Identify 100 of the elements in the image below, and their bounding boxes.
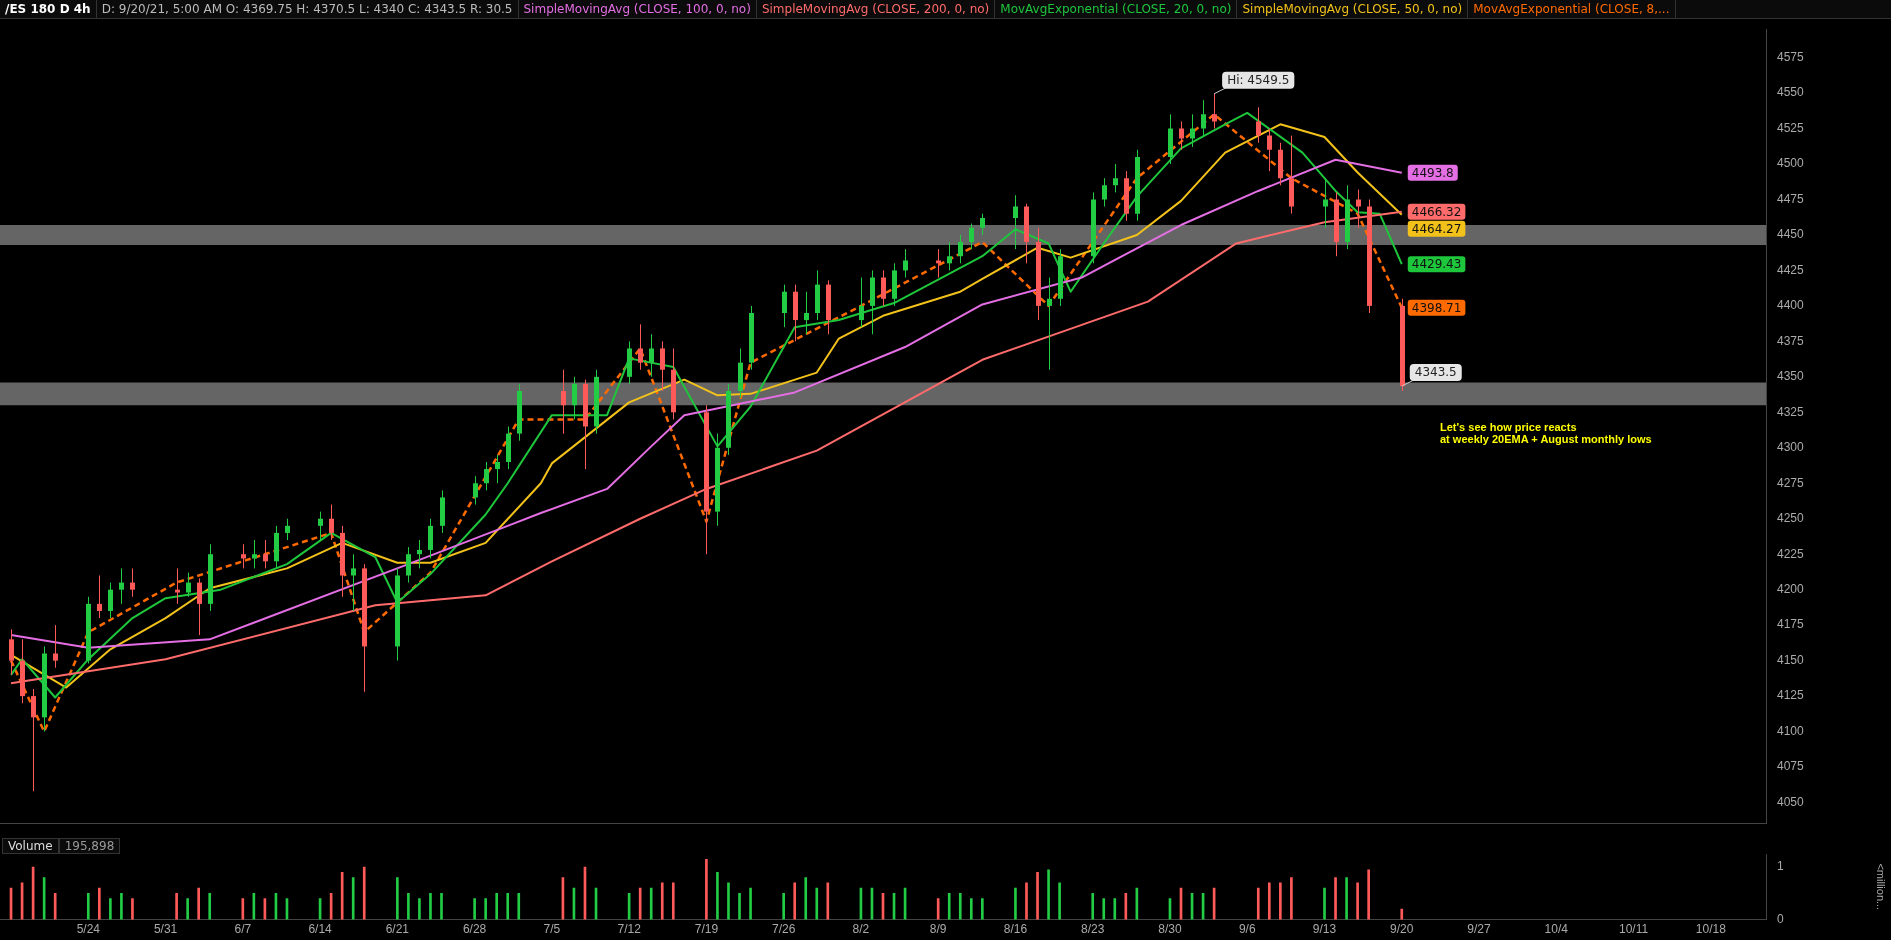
bar: [1036, 872, 1039, 920]
candlestick: [1179, 120, 1184, 151]
bar: [407, 893, 410, 920]
bar: [351, 877, 355, 920]
chart-title: /ES 180 D 4h: [0, 0, 97, 18]
y-tick-label: 1: [1777, 859, 1784, 874]
candlestick: [241, 543, 246, 569]
x-tick-label: 10/18: [1695, 922, 1727, 937]
candlestick: [473, 475, 478, 506]
candlestick: [1013, 194, 1018, 250]
bar: [473, 898, 476, 920]
bar: [727, 882, 730, 920]
candlestick: [638, 323, 643, 371]
bar: [1290, 877, 1293, 920]
y-tick-label: 4375: [1777, 333, 1805, 348]
candlestick: [31, 688, 36, 792]
candlestick: [484, 461, 489, 491]
bar: [749, 887, 752, 920]
candlestick: [495, 454, 500, 484]
bar: [186, 898, 189, 920]
y-tick-label: 4225: [1777, 546, 1805, 561]
x-tick-label: 7/19: [694, 922, 719, 937]
y-tick-label: 4325: [1777, 404, 1805, 419]
candlestick: [1323, 177, 1328, 229]
bar: [649, 887, 653, 920]
candlestick: [97, 574, 102, 619]
candlestick: [881, 269, 886, 307]
y-tick-label: 4450: [1777, 227, 1805, 242]
bar: [1400, 908, 1404, 920]
bar: [705, 858, 708, 920]
bar: [120, 893, 123, 920]
y-tick-label: 0: [1777, 911, 1784, 926]
candlestick: [417, 539, 422, 569]
candlestick: [318, 511, 323, 541]
candlestick: [130, 567, 135, 598]
x-tick-label: 9/27: [1467, 922, 1492, 937]
y-tick-label: 4125: [1777, 688, 1805, 703]
bar: [1334, 877, 1337, 920]
x-tick-label: 6/14: [308, 922, 333, 937]
bar: [440, 893, 443, 920]
bar: [1256, 887, 1260, 920]
x-tick-label: 8/9: [929, 922, 947, 937]
bar: [738, 893, 741, 920]
text: SimpleMovingAvg (CLOSE, 100, 0, no): [518, 0, 757, 18]
x-tick-label: 5/31: [153, 922, 178, 937]
data-label: 4493.8: [1411, 165, 1454, 180]
bar: [660, 882, 664, 920]
bar: [958, 893, 962, 920]
annotation: 4343.5: [1414, 365, 1457, 380]
candlestick: [947, 241, 952, 271]
annotation: Let's see how price reacts at weekly 20EMA + August monthly lows: [1440, 421, 1652, 445]
bar: [793, 882, 797, 920]
candlestick: [649, 333, 654, 378]
candlestick: [252, 539, 257, 569]
x-tick-label: 8/23: [1081, 922, 1105, 937]
candlestick: [782, 284, 787, 328]
candlestick: [186, 572, 191, 598]
bar: [947, 893, 951, 920]
candlestick: [1212, 93, 1217, 130]
y-tick-label: 4350: [1777, 369, 1805, 384]
text: MovAvgExponential (CLOSE, 20, 0, no): [995, 0, 1238, 18]
bar: [969, 898, 973, 920]
chart-subtitle: 195,898: [58, 838, 121, 854]
x-tick-label: 6/7: [234, 922, 252, 937]
y-tick-label: 4525: [1777, 120, 1805, 135]
bar: [429, 893, 432, 920]
x-tick-label: 10/11: [1618, 922, 1649, 937]
bar: [804, 877, 808, 920]
bar: [396, 877, 399, 920]
candlestick: [561, 369, 566, 435]
candlestick: [936, 248, 941, 279]
bar: [1367, 869, 1370, 920]
chart-title: Volume: [2, 838, 59, 854]
bar: [131, 898, 134, 920]
candlestick: [119, 567, 124, 605]
bar: [175, 893, 178, 920]
bar: [495, 893, 499, 920]
candlestick: [660, 340, 665, 392]
bar: [53, 893, 57, 920]
candlestick: [1256, 106, 1261, 144]
y-tick-label: 4575: [1777, 49, 1805, 64]
candlestick: [197, 577, 202, 636]
bar: [981, 898, 984, 920]
bar: [1279, 882, 1282, 920]
bar: [1345, 877, 1348, 920]
bar: [197, 887, 201, 920]
candlestick: [1047, 277, 1052, 371]
candlestick: [1102, 177, 1107, 208]
bar: [936, 898, 940, 920]
y-axis-title: <million...: [1875, 863, 1888, 911]
y-tick-label: 4075: [1777, 759, 1805, 774]
bar: [638, 887, 642, 920]
bar: [517, 893, 521, 920]
candlestick: [1356, 189, 1361, 229]
y-tick-label: 4425: [1777, 262, 1805, 277]
bar: [815, 887, 819, 920]
candlestick: [175, 567, 180, 605]
y-tick-label: 4050: [1777, 794, 1805, 809]
bar: [826, 882, 830, 920]
bar: [782, 893, 785, 920]
